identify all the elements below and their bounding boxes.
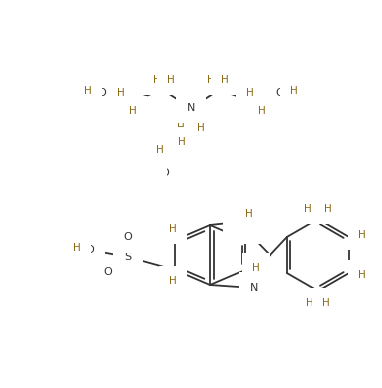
Text: H: H	[258, 106, 266, 116]
Text: H: H	[246, 88, 254, 98]
Text: H: H	[169, 276, 177, 286]
Text: H: H	[129, 106, 137, 116]
Text: H: H	[178, 137, 186, 147]
Text: H: H	[197, 123, 205, 133]
Text: H: H	[167, 75, 175, 85]
Text: O: O	[104, 267, 112, 277]
Text: H: H	[207, 75, 215, 85]
Text: H: H	[73, 243, 81, 253]
Text: H: H	[149, 156, 157, 166]
Text: O: O	[276, 88, 284, 98]
Text: H: H	[169, 224, 177, 234]
Text: H: H	[245, 209, 253, 219]
Text: H: H	[84, 86, 92, 96]
Text: H: H	[358, 230, 366, 240]
Text: H: H	[322, 298, 330, 308]
Text: O: O	[86, 245, 94, 255]
Text: H: H	[221, 75, 229, 85]
Text: N: N	[250, 283, 258, 293]
Text: O: O	[124, 232, 133, 242]
Text: H: H	[304, 204, 312, 214]
Text: H: H	[324, 204, 332, 214]
Text: N: N	[187, 103, 195, 113]
Text: H: H	[117, 88, 125, 98]
Text: H: H	[290, 86, 298, 96]
Text: H: H	[177, 123, 185, 133]
Text: H: H	[252, 263, 260, 273]
Text: O: O	[98, 88, 106, 98]
Text: O: O	[160, 168, 169, 178]
Text: H: H	[156, 145, 164, 155]
Text: H: H	[153, 75, 161, 85]
Text: N: N	[234, 217, 242, 227]
Text: H: H	[358, 270, 366, 280]
Text: H: H	[306, 298, 314, 308]
Text: H: H	[243, 224, 251, 234]
Text: S: S	[125, 252, 131, 262]
